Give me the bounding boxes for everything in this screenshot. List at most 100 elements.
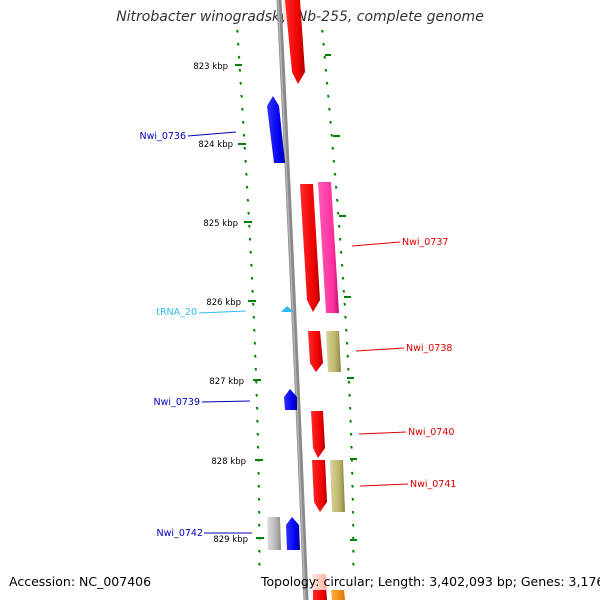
ring-dot	[352, 562, 355, 566]
ring-dot	[351, 484, 354, 488]
gene-nwi-0741[interactable]	[312, 460, 327, 512]
ring-dot	[258, 549, 261, 553]
ring-dot	[347, 380, 351, 384]
gene-forward	[285, 0, 305, 84]
ring-dot	[253, 341, 257, 345]
ring-dot	[246, 198, 250, 202]
topology-text: Topology: circular; Length: 3,402,093 bp…	[261, 574, 600, 589]
ring-dot	[328, 107, 331, 111]
ring-dot	[345, 341, 349, 345]
ring-dot	[341, 276, 345, 280]
ring-dot	[339, 250, 343, 254]
ring-dot	[243, 146, 247, 150]
tick-label: 826 kbp	[206, 298, 241, 308]
ring-dot	[335, 198, 339, 202]
ring-dot	[344, 315, 347, 319]
ring-dot	[257, 484, 261, 488]
gene-trna-20[interactable]	[281, 306, 294, 312]
kbp-ticks: 823 kbp 824 kbp 825 kbp 826 kbp 827 kbp …	[193, 62, 264, 545]
ring-dot	[351, 510, 355, 514]
gene-nwi-0736[interactable]	[267, 96, 285, 163]
ring-dot	[258, 562, 261, 566]
ring-dot	[238, 68, 242, 72]
gene-orange	[331, 590, 345, 600]
ring-dot	[252, 328, 256, 332]
ring-dot	[347, 367, 350, 371]
ring-dot	[255, 406, 259, 410]
ring-dot	[346, 354, 350, 358]
leader-trna-20	[198, 310, 247, 314]
tick-label: 825 kbp	[203, 219, 238, 229]
label-nwi-0737[interactable]: Nwi_0737	[402, 237, 448, 248]
gene-khaki	[326, 331, 341, 372]
ring-dot	[348, 406, 352, 410]
accession-text: Accession: NC_007406	[9, 574, 152, 589]
ring-dot	[241, 107, 244, 111]
tick-label: 827 kbp	[209, 377, 244, 387]
ring-dot	[326, 94, 330, 98]
ring-dot	[342, 289, 346, 293]
ring-dot	[256, 419, 259, 423]
ring-dot	[332, 159, 336, 163]
label-trna-20[interactable]: tRNA_20	[156, 307, 197, 318]
gene-grey	[267, 517, 281, 550]
ring-dot	[337, 224, 341, 228]
tick-label: 823 kbp	[193, 62, 228, 72]
gene-nwi-0738[interactable]	[308, 331, 323, 372]
ring-dot	[340, 263, 344, 267]
gene-forward	[313, 590, 327, 600]
ring-dot	[257, 471, 260, 475]
genome-backbone	[276, 0, 309, 600]
ring-dot	[322, 42, 325, 46]
gene-nwi-0742[interactable]	[286, 517, 300, 550]
label-nwi-0742[interactable]: Nwi_0742	[157, 528, 203, 539]
leader-nwi-0739	[201, 400, 251, 403]
label-nwi-0736[interactable]: Nwi_0736	[140, 131, 186, 142]
leader-nwi-0740	[358, 431, 407, 435]
ring-dot	[245, 172, 248, 176]
gene-forward[interactable]	[300, 184, 320, 312]
ring-dot	[241, 120, 245, 124]
leader-nwi-0737	[351, 241, 401, 247]
ring-dot	[349, 432, 353, 436]
ring-dot	[239, 81, 243, 85]
label-nwi-0740[interactable]: Nwi_0740	[408, 427, 454, 438]
ring-dot	[257, 510, 261, 514]
ring-dot	[242, 133, 246, 137]
label-nwi-0741[interactable]: Nwi_0741	[410, 479, 456, 490]
ring-dot	[331, 146, 335, 150]
ring-dot	[323, 55, 327, 59]
gene-khaki	[330, 460, 345, 512]
ring-dot	[333, 172, 337, 176]
ring-dot	[334, 185, 338, 189]
ring-dot	[247, 224, 251, 228]
ring-dot	[256, 445, 260, 449]
ring-dot	[352, 549, 355, 553]
leader-nwi-0736	[187, 131, 237, 137]
ring-dot	[343, 302, 347, 306]
genes	[267, 0, 345, 600]
genome-backbone-highlight	[277, 0, 306, 600]
ring-dot	[244, 159, 247, 163]
gene-nwi-0740[interactable]	[311, 411, 325, 458]
ring-dot	[256, 432, 260, 436]
tick-label: 824 kbp	[198, 140, 233, 150]
ring-dot	[324, 68, 328, 72]
gene-nwi-0737[interactable]	[318, 182, 339, 313]
ring-dot	[252, 315, 256, 319]
ring-dot	[251, 289, 254, 293]
ring-dot	[245, 185, 249, 189]
leader-nwi-0738	[355, 347, 405, 352]
gene-nwi-0739[interactable]	[284, 389, 297, 410]
ring-dot	[250, 263, 253, 267]
ring-dot	[250, 276, 254, 280]
label-nwi-0739[interactable]: Nwi_0739	[154, 397, 200, 408]
ring-dot	[254, 367, 258, 371]
tick-label: 829 kbp	[213, 535, 248, 545]
ring-dot	[350, 471, 354, 475]
leader-nwi-0741	[359, 483, 409, 487]
ring-dot	[321, 29, 324, 33]
label-leaders	[187, 131, 409, 534]
label-nwi-0738[interactable]: Nwi_0738	[406, 343, 452, 354]
